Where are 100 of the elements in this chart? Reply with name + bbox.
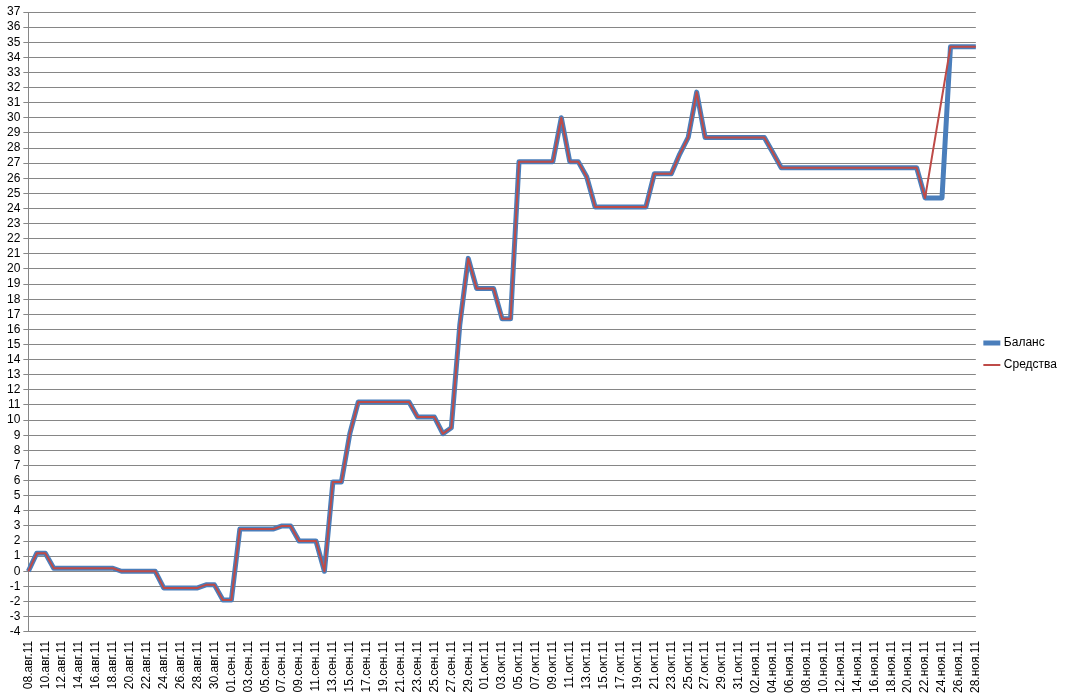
y-tick-label: 10 (6, 412, 21, 427)
y-tick-label: 9 (13, 427, 21, 442)
x-tick-label: 29.окт.11 (714, 640, 729, 690)
x-tick-label: 02.ноя.11 (748, 640, 763, 694)
y-tick-label: -4 (9, 624, 21, 639)
y-tick-label: -1 (9, 578, 21, 593)
y-tick-label: 7 (13, 457, 21, 472)
y-tick-label: 0 (13, 563, 21, 578)
y-tick-label: 33 (6, 64, 21, 79)
x-tick-label: 25.сен.11 (426, 640, 441, 693)
x-tick-label: 23.окт.11 (663, 640, 678, 690)
y-tick-label: 28 (6, 140, 21, 155)
x-tick-label: 01.окт.11 (477, 640, 492, 690)
x-tick-label: 05.окт.11 (511, 640, 526, 690)
x-tick-label: 18.авг.11 (105, 640, 120, 690)
y-tick-label: 15 (6, 336, 21, 351)
x-tick-label: 16.ноя.11 (866, 640, 881, 694)
y-tick-label: 1 (13, 548, 21, 563)
x-tick-label: 31.окт.11 (731, 640, 746, 690)
y-tick-label: 13 (6, 367, 21, 382)
y-tick-label: 12 (6, 382, 21, 397)
y-tick-label: 32 (6, 79, 21, 94)
y-tick-label: 18 (6, 291, 21, 306)
legend-label: Баланс (1003, 335, 1045, 350)
x-tick-label: 28.авг.11 (189, 640, 204, 690)
y-tick-label: 8 (13, 442, 21, 457)
y-tick-label: 3 (13, 518, 21, 533)
x-tick-label: 19.сен.11 (375, 640, 390, 693)
x-tick-label: 26.ноя.11 (951, 640, 966, 694)
x-tick-label: 15.окт.11 (595, 640, 610, 690)
x-tick-label: 22.авг.11 (139, 640, 154, 690)
y-tick-label: 29 (6, 125, 21, 140)
y-tick-label: 23 (6, 215, 21, 230)
x-tick-label: 06.ноя.11 (782, 640, 797, 694)
x-tick-label: 24.ноя.11 (934, 640, 949, 694)
x-tick-label: 10.ноя.11 (815, 640, 830, 694)
y-tick-label: -3 (9, 608, 21, 623)
x-tick-label: 17.сен.11 (359, 640, 374, 693)
y-tick-label: 22 (6, 231, 21, 246)
x-tick-label: 12.авг.11 (54, 640, 69, 690)
x-tick-label: 10.авг.11 (37, 640, 52, 690)
x-tick-label: 22.ноя.11 (917, 640, 932, 694)
y-tick-label: 36 (6, 19, 21, 34)
legend-label: Средства (1003, 357, 1058, 372)
x-tick-label: 26.авг.11 (172, 640, 187, 690)
x-tick-label: 18.ноя.11 (883, 640, 898, 694)
x-tick-label: 08.ноя.11 (798, 640, 813, 694)
y-tick-label: 17 (6, 306, 21, 321)
y-tick-label: 31 (6, 95, 21, 109)
x-tick-label: 21.окт.11 (646, 640, 661, 690)
y-tick-label: 25 (6, 185, 21, 200)
y-tick-label: 20 (6, 261, 21, 276)
y-tick-label: 5 (13, 488, 21, 502)
y-tick-label: 34 (6, 49, 21, 64)
x-tick-label: 05.сен.11 (257, 640, 272, 693)
x-tick-label: 20.авг.11 (122, 640, 137, 690)
x-tick-label: 11.сен.11 (308, 640, 323, 692)
x-tick-label: 09.окт.11 (545, 640, 560, 690)
x-tick-label: 14.ноя.11 (849, 640, 864, 694)
x-tick-label: 20.ноя.11 (900, 640, 915, 694)
y-tick-label: 19 (6, 276, 21, 291)
x-tick-label: 27.сен.11 (443, 640, 458, 693)
x-tick-label: 03.сен.11 (240, 640, 255, 693)
y-tick-label: 24 (6, 200, 21, 215)
x-tick-label: 23.сен.11 (409, 640, 424, 693)
y-tick-label: 27 (6, 155, 21, 170)
y-tick-label: 16 (6, 321, 21, 336)
x-tick-label: 13.окт.11 (579, 640, 593, 690)
y-tick-label: -2 (9, 593, 21, 608)
x-tick-label: 17.окт.11 (612, 640, 627, 690)
y-tick-label: 11 (7, 397, 21, 412)
y-tick-label: 2 (13, 533, 21, 548)
x-tick-label: 28.ноя.11 (968, 640, 983, 694)
x-tick-label: 27.окт.11 (697, 640, 712, 690)
x-tick-label: 09.сен.11 (291, 640, 306, 693)
x-tick-label: 12.ноя.11 (832, 640, 847, 694)
y-tick-label: 35 (6, 34, 21, 49)
y-tick-label: 14 (6, 351, 21, 366)
y-tick-label: 37 (6, 4, 21, 19)
x-tick-label: 07.сен.11 (274, 640, 289, 693)
x-tick-label: 01.сен.11 (223, 640, 238, 693)
x-tick-label: 19.окт.11 (629, 640, 644, 690)
x-tick-label: 15.сен.11 (342, 640, 357, 693)
y-tick-label: 26 (6, 170, 21, 185)
x-tick-label: 24.авг.11 (156, 640, 171, 690)
x-tick-label: 13.сен.11 (325, 640, 340, 693)
x-tick-label: 25.окт.11 (680, 640, 695, 690)
y-tick-label: 30 (6, 110, 21, 125)
x-tick-label: 03.окт.11 (494, 640, 509, 690)
x-tick-label: 16.авг.11 (88, 640, 103, 690)
x-tick-label: 14.авг.11 (71, 640, 86, 690)
y-tick-label: 6 (13, 472, 21, 487)
x-tick-label: 30.авг.11 (206, 640, 221, 690)
x-tick-label: 29.сен.11 (460, 640, 475, 693)
x-tick-label: 04.ноя.11 (765, 640, 780, 694)
x-tick-label: 21.сен.11 (392, 640, 407, 693)
y-tick-label: 4 (13, 503, 21, 518)
y-tick-label: 21 (6, 246, 21, 261)
x-tick-label: 08.авг.11 (20, 640, 35, 690)
x-tick-label: 07.окт.11 (528, 640, 543, 690)
